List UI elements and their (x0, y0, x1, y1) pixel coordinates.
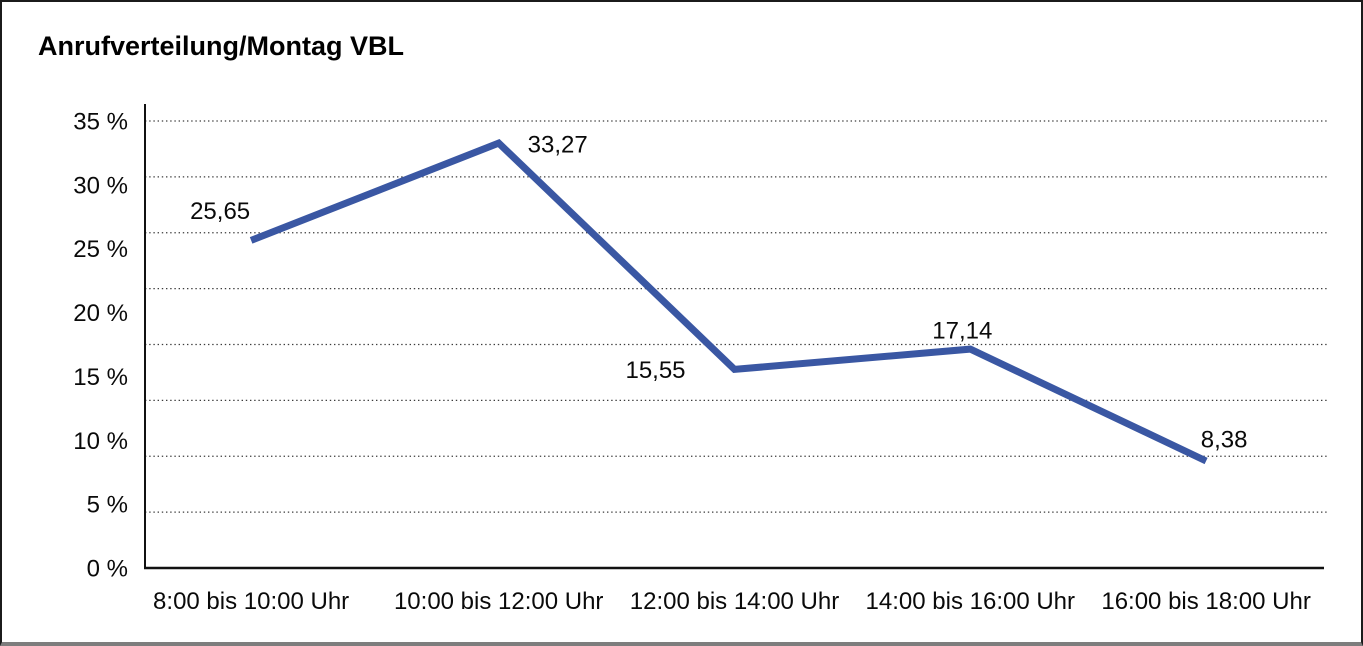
x-tick-label: 16:00 bis 18:00 Uhr (1101, 588, 1310, 615)
x-tick-label: 10:00 bis 12:00 Uhr (394, 588, 603, 615)
x-tick-label: 8:00 bis 10:00 Uhr (153, 588, 349, 615)
y-tick-label: 0 % (87, 556, 128, 583)
y-tick-label: 25 % (73, 236, 128, 263)
y-tick-label: 20 % (73, 300, 128, 327)
y-tick-label: 5 % (87, 492, 128, 519)
y-tick-label: 10 % (73, 428, 128, 455)
y-tick-label: 35 % (73, 109, 128, 136)
x-tick-label: 14:00 bis 16:00 Uhr (866, 588, 1075, 615)
value-label: 15,55 (625, 357, 685, 384)
data-line (249, 139, 1208, 465)
y-tick-label: 15 % (73, 364, 128, 391)
value-label: 8,38 (1201, 426, 1248, 453)
value-label: 33,27 (528, 132, 588, 159)
x-tick-label: 12:00 bis 14:00 Uhr (630, 588, 839, 615)
chart-title: Anrufverteilung/Montag VBL (38, 31, 404, 61)
value-label: 17,14 (932, 318, 992, 345)
value-label: 25,65 (190, 198, 250, 225)
y-tick-label: 30 % (73, 172, 128, 199)
